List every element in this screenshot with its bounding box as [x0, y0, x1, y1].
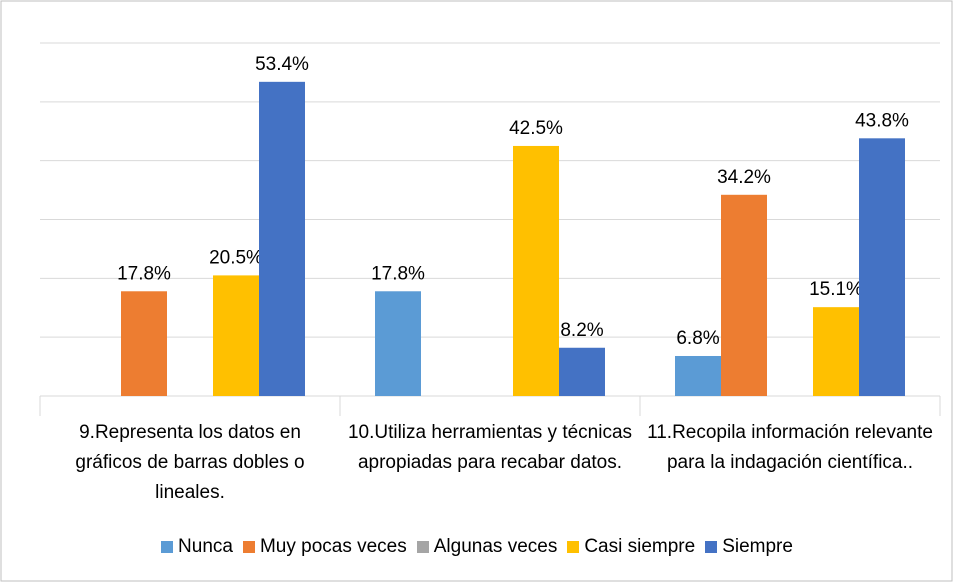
data-label: 20.5%: [209, 247, 263, 268]
legend-label: Nunca: [178, 536, 233, 557]
bar: [859, 138, 905, 396]
bar: [559, 347, 605, 396]
bar: [721, 194, 767, 396]
data-label: 42.5%: [509, 118, 563, 139]
legend-item: Siempre: [705, 536, 793, 558]
bar: [675, 355, 721, 396]
data-label: 53.4%: [255, 54, 309, 75]
legend-swatch: [242, 541, 255, 553]
legend-label: Algunas veces: [433, 536, 558, 557]
bar: [259, 81, 305, 396]
legend-item: Nunca: [161, 536, 233, 558]
data-label: 43.8%: [855, 110, 909, 131]
legend: Nunca Muy pocas veces Algunas veces Casi si…: [0, 536, 954, 558]
legend-label: Siempre: [722, 536, 793, 557]
bar: [375, 291, 421, 396]
data-label: 6.8%: [676, 328, 719, 349]
legend-swatch: [705, 541, 718, 553]
data-label: 17.8%: [371, 263, 425, 284]
data-label: 15.1%: [809, 279, 863, 300]
legend-item: Casi siempre: [567, 536, 695, 558]
data-label: 34.2%: [717, 167, 771, 188]
bar: [513, 145, 559, 396]
bar: [213, 275, 259, 396]
x-tick-label: 11.Recopila información relevante para l…: [647, 422, 933, 473]
legend-label: Casi siempre: [584, 536, 696, 557]
data-label: 17.8%: [117, 263, 171, 284]
x-tick-label: 9.Representa los datos en gráficos de ba…: [75, 422, 305, 503]
x-tick-label: 10.Utiliza herramientas y técnicas aprop…: [347, 422, 633, 473]
legend-item: Algunas veces: [416, 536, 558, 558]
legend-swatch: [161, 541, 174, 553]
legend-label: Muy pocas veces: [259, 536, 407, 557]
bar: [813, 307, 859, 396]
legend-item: Muy pocas veces: [242, 536, 407, 558]
legend-swatch: [567, 541, 580, 553]
bar: [121, 291, 167, 396]
data-label: 8.2%: [560, 320, 603, 341]
legend-swatch: [416, 541, 429, 553]
